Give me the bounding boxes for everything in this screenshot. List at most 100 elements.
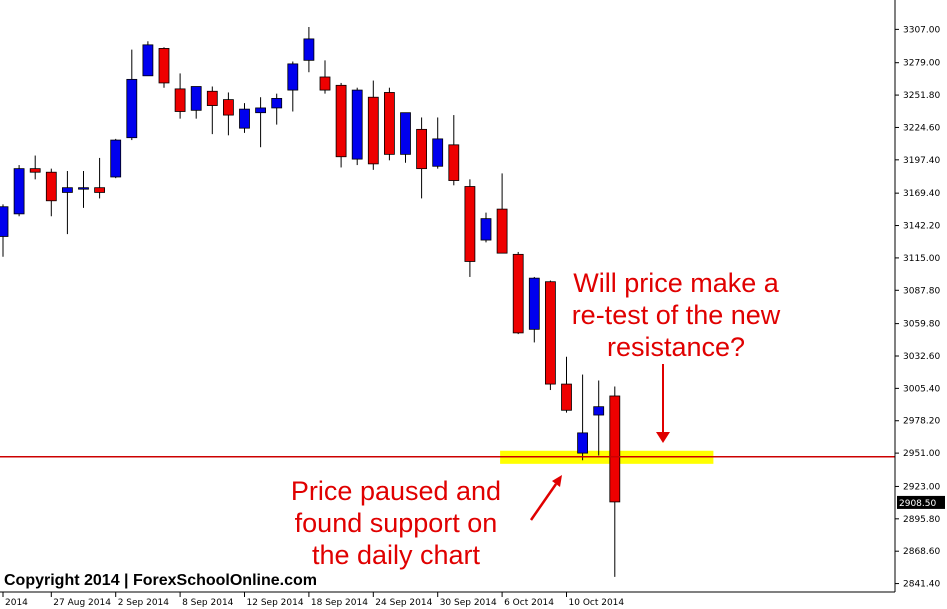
price-tick-label: 3087.80 — [903, 286, 940, 296]
candle-28 — [448, 115, 460, 186]
candle-4 — [62, 171, 73, 235]
bullish-candle-body — [271, 98, 283, 109]
candle-11 — [174, 73, 186, 119]
bullish-candle-body — [239, 108, 250, 129]
candle-0 — [0, 204, 9, 257]
price-tick-label: 3279.00 — [903, 59, 940, 69]
price-tick-label: 3307.00 — [903, 25, 940, 35]
price-tick-label: 3142.20 — [903, 222, 940, 232]
candle-25 — [400, 112, 411, 163]
bullish-candle-body — [432, 138, 444, 167]
bullish-candle-body — [78, 187, 89, 190]
bullish-candle-body — [287, 63, 299, 91]
bullish-candle-body — [110, 139, 122, 178]
support-arrow-head — [552, 475, 562, 487]
current-price-label: 2908.50 — [899, 499, 936, 509]
candle-7 — [110, 138, 122, 179]
current-price-tag: 2908.50 — [897, 495, 945, 509]
bearish-candle-body — [94, 187, 105, 193]
price-tick-label: 2895.80 — [903, 515, 940, 525]
candle-8 — [126, 49, 138, 141]
candle-19 — [303, 26, 315, 73]
candle-24 — [383, 87, 395, 161]
candles-layer — [0, 26, 621, 577]
candle-20 — [319, 60, 331, 94]
bearish-candle-body — [561, 383, 572, 411]
price-tick-label: 3059.80 — [903, 320, 940, 330]
candle-27 — [432, 117, 444, 169]
price-tick-label: 2978.20 — [903, 417, 940, 427]
candle-16 — [255, 97, 267, 148]
bullish-candle-body — [528, 277, 540, 330]
bearish-candle-body — [609, 395, 621, 503]
bullish-candle-body — [400, 112, 411, 155]
bearish-candle-body — [222, 99, 234, 116]
time-tick-label: 12 Sep 2014 — [247, 598, 304, 608]
bullish-candle-body — [480, 218, 492, 241]
price-tick-label: 3169.40 — [903, 189, 940, 199]
bearish-candle-body — [45, 171, 57, 202]
bearish-candle-body — [383, 92, 395, 155]
candle-30 — [480, 212, 492, 243]
bearish-candle-body — [464, 186, 476, 262]
candle-3 — [45, 168, 57, 217]
support-line-3: the daily chart — [312, 540, 481, 570]
time-tick-label: 18 Sep 2014 — [311, 598, 368, 608]
candle-2 — [29, 155, 41, 180]
time-tick-label: 6 Oct 2014 — [504, 598, 554, 608]
price-tick-label: 3005.40 — [903, 384, 940, 394]
price-axis: 3307.00 3279.00 3251.80 3224.60 3197.40 3169.… — [895, 25, 940, 590]
bullish-candle-body — [303, 38, 315, 61]
support-arrow-shaft — [529, 483, 558, 521]
time-tick-label: 2014 — [5, 598, 28, 608]
price-tick-label: 2868.60 — [903, 547, 940, 557]
bearish-candle-body — [416, 128, 428, 170]
candle-6 — [94, 157, 105, 199]
support-line-2: found support on — [295, 508, 498, 538]
candle-26 — [416, 117, 428, 199]
bullish-candle-body — [0, 206, 9, 237]
candle-38 — [609, 386, 621, 577]
candle-15 — [239, 103, 250, 133]
bullish-candle-body — [13, 168, 25, 215]
candle-37 — [593, 380, 605, 456]
bearish-candle-body — [367, 96, 379, 165]
candle-36 — [577, 374, 588, 461]
time-tick-label: 10 Oct 2014 — [569, 598, 625, 608]
candle-18 — [287, 61, 299, 112]
question-line-3: resistance? — [607, 332, 745, 362]
current-price-tag-bg — [897, 495, 945, 509]
candle-12 — [190, 86, 202, 119]
question-annotation: Will price make a re-test of the new res… — [572, 268, 781, 443]
candle-31 — [496, 173, 508, 254]
time-tick-label: 8 Sep 2014 — [182, 598, 234, 608]
bearish-candle-body — [206, 90, 218, 106]
bearish-candle-body — [448, 144, 460, 181]
bearish-candle-body — [512, 253, 524, 334]
candle-34 — [545, 280, 556, 391]
candle-17 — [271, 93, 283, 125]
bullish-candle-body — [577, 432, 588, 454]
question-arrow-head — [656, 432, 670, 443]
bullish-candle-body — [351, 89, 363, 160]
bullish-candle-body — [190, 86, 202, 111]
time-tick-label: 24 Sep 2014 — [375, 598, 432, 608]
price-tick-label: 3251.80 — [903, 91, 940, 101]
copyright-text: Copyright 2014 | ForexSchoolOnline.com — [4, 572, 317, 589]
candle-13 — [206, 86, 218, 135]
question-line-1: Will price make a — [573, 268, 780, 298]
candle-22 — [351, 87, 363, 166]
candle-10 — [158, 47, 170, 88]
price-tick-label: 3197.40 — [903, 156, 940, 166]
time-tick-label: 27 Aug 2014 — [53, 598, 111, 608]
price-tick-label: 3224.60 — [903, 123, 940, 133]
bullish-candle-body — [62, 187, 73, 193]
price-tick-label: 2951.00 — [903, 449, 940, 459]
candle-9 — [142, 41, 154, 77]
question-line-2: re-test of the new — [572, 300, 781, 330]
candle-1 — [13, 165, 25, 217]
bearish-candle-body — [158, 48, 170, 84]
bullish-candle-body — [142, 44, 154, 77]
